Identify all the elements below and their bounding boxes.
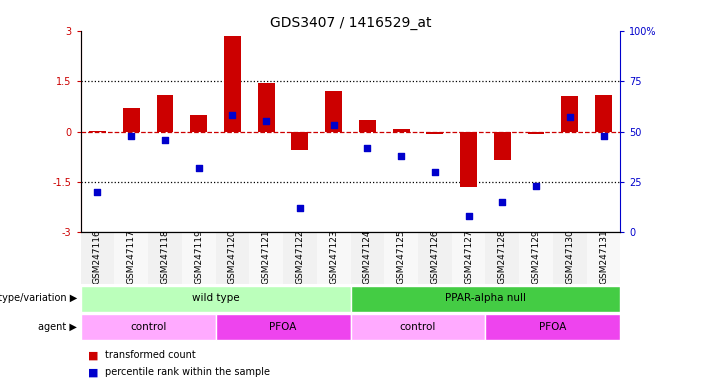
Bar [283,232,317,284]
Bar [216,232,250,284]
Text: control: control [130,322,166,332]
Bar [148,232,182,284]
Text: PFOA: PFOA [269,322,297,332]
Text: percentile rank within the sample: percentile rank within the sample [105,367,270,377]
Bar [485,232,519,284]
Bar [81,232,114,284]
Bar [258,83,275,131]
Bar [123,108,139,131]
Bar [250,232,283,284]
Text: control: control [400,322,436,332]
Bar [317,232,350,284]
Bar [519,232,553,284]
Bar [587,232,620,284]
Bar [292,131,308,150]
Bar [384,232,418,284]
Bar [81,286,350,311]
Point [429,169,440,175]
Bar [494,131,511,160]
Bar [595,94,612,131]
Bar [350,286,620,311]
Point [92,189,103,195]
Bar [81,314,216,340]
Text: PPAR-alpha null: PPAR-alpha null [445,293,526,303]
Bar [418,232,451,284]
Text: ■: ■ [88,367,98,377]
Point [598,132,609,139]
Bar [350,232,384,284]
Point [362,144,373,151]
Bar [562,96,578,131]
Text: ■: ■ [88,350,98,360]
Text: transformed count: transformed count [105,350,196,360]
Text: PFOA: PFOA [539,322,566,332]
Title: GDS3407 / 1416529_at: GDS3407 / 1416529_at [270,16,431,30]
Text: genotype/variation ▶: genotype/variation ▶ [0,293,77,303]
Bar [224,36,241,131]
Bar [485,314,620,340]
Bar [460,131,477,187]
Bar [359,120,376,131]
Point [125,132,137,139]
Bar [350,314,485,340]
Bar [156,94,173,131]
Bar [114,232,148,284]
Bar [190,115,207,131]
Bar [451,232,485,284]
Bar [553,232,587,284]
Point [531,183,542,189]
Point [463,213,474,219]
Point [294,205,306,211]
Bar [426,131,443,134]
Bar [528,131,545,134]
Point [395,152,407,159]
Point [497,199,508,205]
Point [564,114,576,121]
Bar [182,232,216,284]
Point [227,112,238,118]
Text: wild type: wild type [192,293,239,303]
Bar [216,314,350,340]
Point [193,165,204,171]
Point [159,136,170,142]
Bar [325,91,342,131]
Point [328,122,339,129]
Bar [393,129,409,131]
Point [261,118,272,124]
Text: agent ▶: agent ▶ [39,322,77,332]
